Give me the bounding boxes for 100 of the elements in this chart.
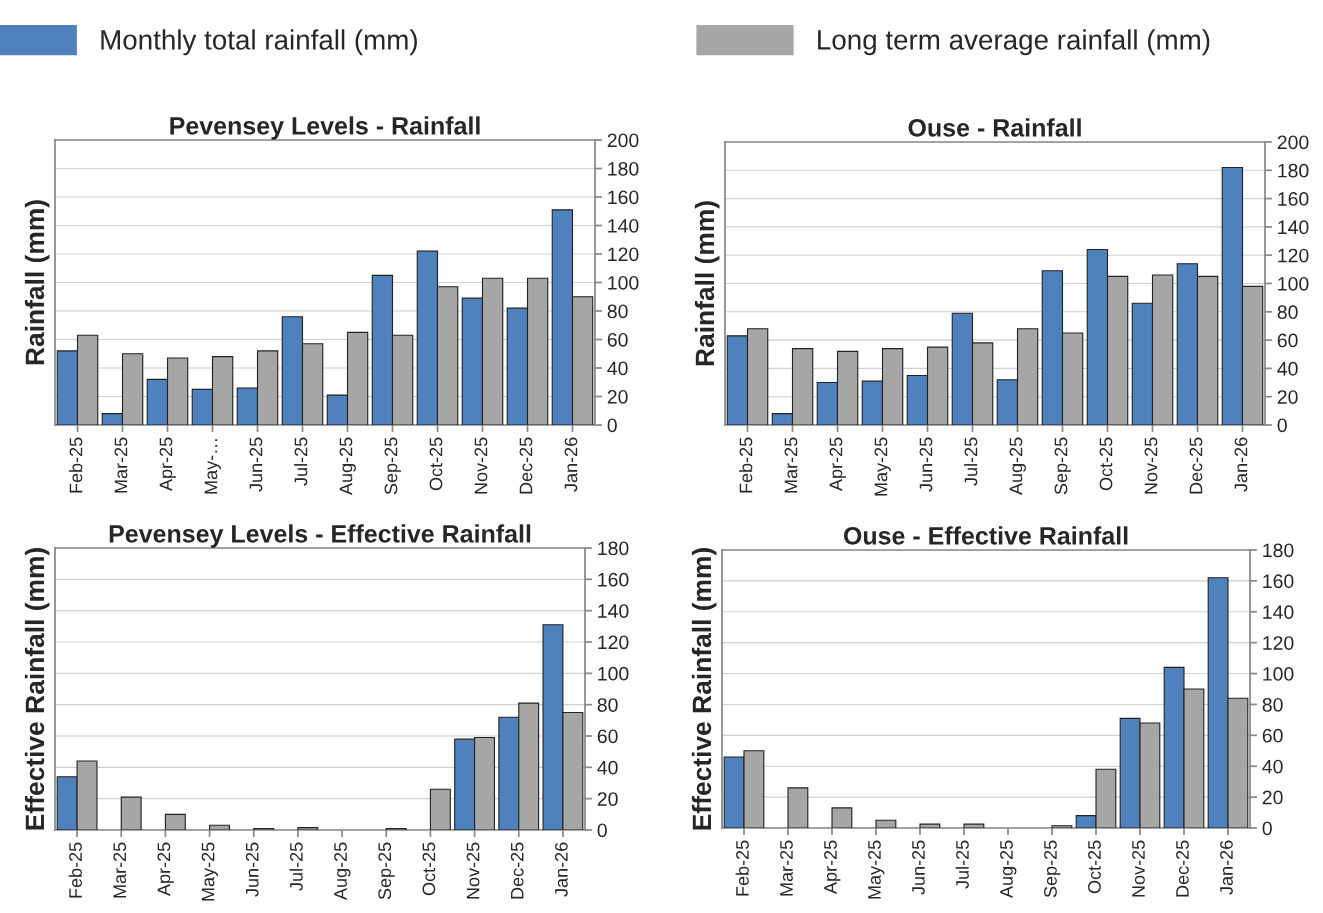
y-tick-label: 200 [607, 133, 639, 148]
y-tick-label: 180 [1263, 543, 1294, 558]
x-tick-label: Feb-25 [69, 437, 83, 493]
legend-label: Monthly total rainfall (mm) [101, 29, 417, 56]
y-tick-label: 80 [597, 698, 618, 712]
y-tick-label: 80 [607, 304, 628, 319]
y-tick-label: 140 [1278, 220, 1309, 235]
y-axis-title: Rainfall (mm) [694, 201, 720, 366]
y-tick-label: 80 [1262, 697, 1283, 712]
y-tick-label: 100 [1263, 667, 1294, 681]
x-tick-label: Mar-25 [780, 840, 793, 896]
x-tick-label: Jul-25 [964, 437, 978, 486]
x-tick-label: Nov-25 [1144, 437, 1158, 494]
x-tick-label: May-25 [874, 437, 891, 496]
y-tick-label: 80 [1277, 305, 1298, 320]
bar [209, 824, 231, 830]
x-tick-label: Nov-25 [466, 842, 480, 899]
x-tick-label: Dec-25 [519, 437, 533, 494]
x-tick-label: Apr-25 [159, 437, 176, 491]
legend-label: Long term average rainfall (mm) [818, 29, 1210, 56]
chart-title: Pevensey Levels - Rainfall [170, 116, 480, 140]
x-tick-label: Feb-25 [735, 840, 749, 896]
bar [831, 807, 853, 828]
x-tick-label: Oct-25 [422, 842, 436, 896]
x-tick-label: Oct-25 [1099, 437, 1113, 491]
y-tick-label: 100 [608, 275, 639, 290]
y-tick-label: 40 [607, 361, 628, 376]
y-tick-label: 120 [598, 635, 629, 650]
y-tick-label: 0 [1262, 821, 1272, 836]
y-tick-label: 60 [607, 332, 628, 347]
bar [963, 823, 985, 828]
x-tick-label: Apr-25 [824, 840, 841, 894]
x-tick-label: Mar-25 [114, 437, 128, 493]
x-tick-label: Sep-25 [1044, 840, 1061, 898]
x-tick-label: Oct-25 [429, 437, 443, 491]
x-tick-label: Nov-25 [1132, 840, 1145, 897]
bar [120, 796, 142, 830]
x-tick-label: Nov-25 [474, 437, 488, 494]
y-tick-label: 0 [597, 823, 607, 838]
y-axis-title: Rainfall (mm) [24, 200, 50, 365]
x-tick-label: Jan-26 [1220, 840, 1233, 895]
y-tick-label: 140 [598, 604, 629, 618]
x-tick-label: May-… [204, 439, 221, 494]
y-tick-label: 20 [1262, 790, 1283, 805]
x-tick-label: Jun-25 [912, 840, 925, 895]
y-tick-label: 120 [1278, 248, 1309, 263]
x-tick-label: Feb-25 [739, 437, 753, 493]
x-tick-label: Jan-26 [564, 437, 578, 492]
bar [164, 813, 186, 830]
y-tick-label: 160 [608, 190, 639, 205]
x-tick-label: Feb-25 [68, 842, 82, 898]
y-tick-label: 0 [1277, 418, 1287, 433]
x-tick-label: Jul-25 [289, 842, 303, 891]
x-tick-label: Sep-25 [384, 437, 401, 495]
y-tick-label: 160 [1263, 574, 1294, 589]
x-tick-label: May-25 [201, 842, 218, 901]
y-tick-label: 200 [1277, 135, 1309, 150]
chart-title: Ouse - Rainfall [908, 118, 1081, 137]
y-tick-label: 60 [597, 729, 618, 744]
bar [875, 819, 897, 828]
y-tick-label: 100 [1278, 276, 1309, 291]
x-tick-label: Jul-25 [294, 437, 308, 486]
y-axis-title: Effective Rainfall (mm) [24, 548, 50, 830]
y-tick-label: 60 [1277, 333, 1298, 348]
x-tick-label: Aug-25 [1000, 840, 1017, 898]
bar [787, 787, 809, 828]
x-tick-label: Apr-25 [829, 437, 846, 491]
x-tick-label: Apr-25 [157, 842, 174, 896]
y-tick-label: 20 [597, 792, 618, 806]
x-tick-label: Sep-25 [1054, 437, 1071, 495]
bar [1051, 825, 1073, 828]
y-tick-label: 180 [608, 161, 639, 176]
y-tick-label: 0 [607, 418, 617, 433]
y-tick-label: 20 [1277, 390, 1298, 404]
x-tick-label: Aug-25 [339, 437, 356, 495]
y-tick-label: 20 [607, 389, 628, 404]
chart-title: Ouse - Effective Rainfall [843, 526, 1128, 545]
x-tick-label: May-25 [868, 840, 885, 899]
x-tick-label: Dec-25 [1176, 840, 1189, 897]
y-tick-label: 120 [1263, 636, 1294, 650]
x-tick-label: Aug-25 [334, 842, 351, 900]
y-tick-label: 40 [597, 760, 618, 775]
x-tick-label: Jan-26 [1234, 437, 1248, 492]
y-tick-label: 40 [1277, 361, 1298, 376]
x-tick-label: Aug-25 [1009, 437, 1026, 495]
y-tick-label: 100 [598, 666, 629, 681]
x-tick-label: Mar-25 [784, 437, 798, 493]
x-tick-label: Dec-25 [1189, 437, 1203, 494]
bar [919, 823, 941, 828]
y-tick-label: 180 [598, 541, 629, 556]
bar [297, 827, 319, 830]
x-tick-label: Dec-25 [510, 842, 524, 899]
y-tick-label: 160 [598, 572, 629, 587]
x-tick-label: Jun-25 [919, 437, 933, 492]
y-tick-label: 160 [1278, 192, 1309, 206]
y-tick-label: 40 [1262, 759, 1283, 774]
y-tick-label: 120 [608, 247, 639, 262]
bar [429, 788, 451, 830]
x-tick-label: Oct-25 [1088, 840, 1101, 894]
y-tick-label: 60 [1262, 728, 1283, 743]
